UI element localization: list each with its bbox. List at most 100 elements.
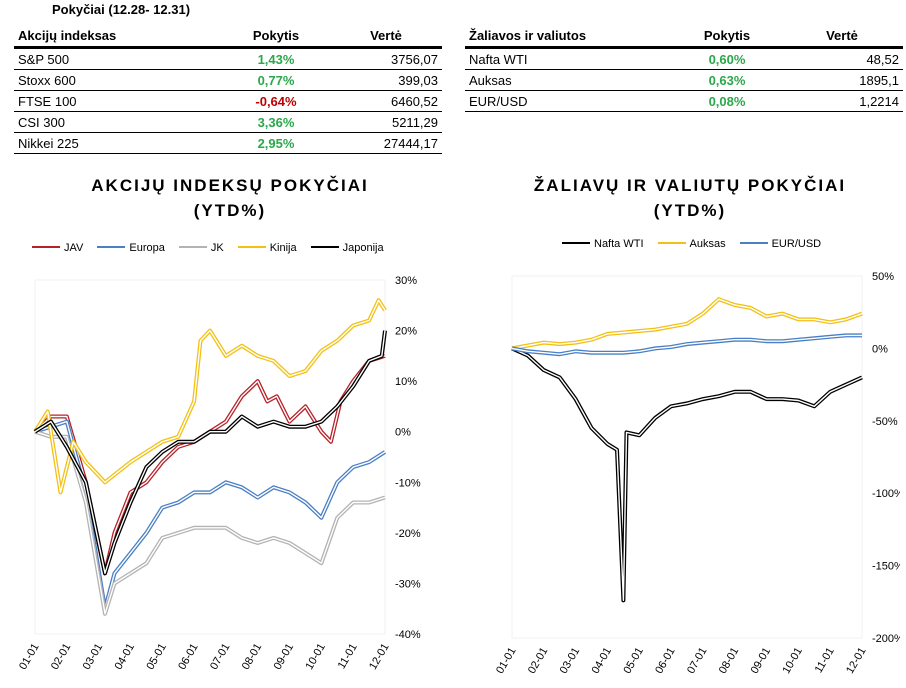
row-name: Nikkei 225: [14, 132, 222, 154]
x-tick-label: 11-01: [813, 646, 837, 676]
y-tick-label: -150%: [872, 561, 900, 573]
legend-item: Europa: [97, 242, 165, 254]
row-value: 48,52: [781, 47, 903, 70]
legend-swatch: [657, 242, 686, 246]
table-row: Nafta WTI 0,60% 48,52: [465, 47, 903, 70]
x-tick-label: 01-01: [17, 642, 41, 672]
y-tick-label: 0%: [872, 343, 888, 355]
x-tick-label: 05-01: [144, 642, 168, 672]
legend-swatch: [97, 246, 126, 250]
legend-label: EUR/USD: [771, 238, 822, 250]
col-header-change: Pokytis: [673, 24, 781, 49]
legend-label: Auksas: [689, 238, 726, 250]
series-line-inner: [34, 330, 386, 574]
y-tick-label: -200%: [872, 633, 900, 645]
x-tick-label: 10-01: [303, 642, 327, 672]
legend-label: Nafta WTI: [594, 238, 644, 250]
legend-label: JAV: [64, 242, 84, 254]
table-row: Stoxx 600 0,77% 399,03: [14, 69, 442, 91]
x-tick-label: 12-01: [844, 646, 868, 676]
x-tick-label: 05-01: [621, 646, 645, 676]
series-line-inner: [34, 299, 386, 494]
legend-item: JAV: [32, 242, 83, 254]
row-name: Nafta WTI: [465, 47, 673, 70]
x-tick-label: 11-01: [336, 642, 360, 672]
y-tick-label: 20%: [395, 326, 417, 338]
x-tick-label: 09-01: [272, 642, 296, 672]
legend-swatch: [310, 246, 339, 250]
table-row: S&P 500 1,43% 3756,07: [14, 47, 442, 70]
col-header-name: Žaliavos ir valiutos: [465, 24, 673, 49]
row-name: S&P 500: [14, 47, 222, 70]
legend-swatch: [562, 242, 590, 246]
row-value: 27444,17: [330, 132, 442, 154]
legend-label: Europa: [129, 242, 165, 254]
legend-label: JK: [210, 242, 224, 254]
row-change: 0,60%: [673, 47, 781, 70]
row-change: 3,36%: [222, 111, 330, 133]
legend-label: Japonija: [342, 242, 384, 254]
table-row: CSI 300 3,36% 5211,29: [14, 111, 442, 133]
table-row: Nikkei 225 2,95% 27444,17: [14, 132, 442, 154]
equity-chart-title: AKCIJŲ INDEKSŲ POKYČIAI (YTD%): [30, 173, 430, 223]
commodities-fx-table: Žaliavos ir valiutos Pokytis Vertė Nafta…: [465, 24, 903, 112]
equity-chart: 30% 20% 10% 0% -10% -20% -30% -40% 01-01 02-01 03-…: [17, 275, 421, 672]
y-tick-label: -30%: [395, 578, 421, 590]
legend-swatch: [237, 246, 266, 250]
row-name: Auksas: [465, 69, 673, 91]
row-name: EUR/USD: [465, 90, 673, 112]
series-line-outer: [34, 429, 386, 616]
x-tick-label: 07-01: [685, 646, 709, 676]
x-tick-label: 09-01: [749, 646, 773, 676]
legend-swatch: [178, 246, 207, 250]
col-header-name: Akcijų indeksas: [14, 24, 222, 49]
row-value: 3756,07: [330, 47, 442, 70]
commodities-chart: 50% 0% -50% -100% -150% -200% 01-01 02-01 03-01 0…: [494, 271, 900, 676]
y-tick-label: -40%: [395, 629, 421, 641]
commodities-chart-title-line1: ŽALIAVŲ IR VALIUTŲ POKYČIAI: [533, 176, 847, 195]
col-header-value: Vertė: [781, 24, 903, 49]
equity-chart-title-line1: AKCIJŲ INDEKSŲ POKYČIAI: [91, 176, 369, 195]
row-value: 1,2214: [781, 90, 903, 112]
equity-index-table: Akcijų indeksas Pokytis Vertė S&P 500 1,4…: [14, 24, 442, 154]
row-value: 6460,52: [330, 90, 442, 112]
x-tick-label: 02-01: [526, 646, 550, 676]
row-value: 1895,1: [781, 69, 903, 91]
table-row: FTSE 100 -0,64% 6460,52: [14, 90, 442, 112]
x-tick-label: 10-01: [780, 646, 804, 676]
x-tick-label: 03-01: [558, 646, 582, 676]
table-row: EUR/USD 0,08% 1,2214: [465, 90, 903, 112]
legend-item: Kinija: [237, 242, 297, 254]
x-tick-label: 04-01: [590, 646, 614, 676]
legend-item: JK: [178, 242, 224, 254]
legend-swatch: [739, 242, 768, 246]
x-tick-label: 02-01: [49, 642, 73, 672]
series-line-inner: [511, 298, 863, 350]
y-tick-label: 30%: [395, 275, 417, 287]
commodities-chart-title: ŽALIAVŲ IR VALIUTŲ POKYČIAI (YTD%): [490, 173, 890, 223]
row-change: 0,08%: [673, 90, 781, 112]
equity-chart-title-line2: (YTD%): [193, 201, 267, 220]
row-change: -0,64%: [222, 90, 330, 112]
legend-item: Japonija: [310, 242, 384, 254]
legend-swatch: [32, 246, 60, 250]
y-tick-label: 0%: [395, 427, 411, 439]
x-tick-label: 06-01: [176, 642, 200, 672]
x-tick-label: 06-01: [653, 646, 677, 676]
legend-item: Auksas: [657, 238, 726, 250]
row-change: 2,95%: [222, 132, 330, 154]
y-tick-label: -100%: [872, 488, 900, 500]
legend-label: Kinija: [269, 242, 297, 254]
legend-item: EUR/USD: [739, 238, 822, 250]
commodities-chart-title-line2: (YTD%): [653, 201, 727, 220]
col-header-change: Pokytis: [222, 24, 330, 49]
plot-area: [511, 275, 863, 639]
table-header-row: Žaliavos ir valiutos Pokytis Vertė: [465, 24, 903, 49]
series-line-inner: [511, 347, 863, 602]
x-tick-label: 07-01: [208, 642, 232, 672]
row-name: FTSE 100: [14, 90, 222, 112]
series-line-inner: [511, 334, 862, 355]
row-value: 5211,29: [330, 111, 442, 133]
y-tick-label: -20%: [395, 528, 421, 540]
row-change: 0,77%: [222, 69, 330, 91]
